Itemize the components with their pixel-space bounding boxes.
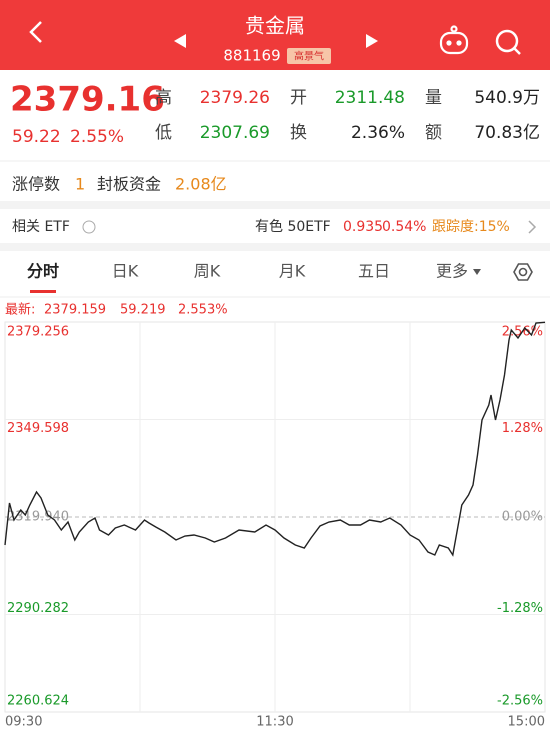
badge-bg [287,48,331,64]
x-tick-label: 09:30 [5,715,42,730]
quote-value: 2311.48 [335,88,405,108]
quote-value: 2379.26 [200,88,270,108]
latest-price: 2379.159 [44,303,106,318]
price-line [4,321,546,557]
tab[interactable]: 周K [194,262,221,281]
tab[interactable]: 五日 [358,262,390,281]
change-pct: 2.55% [70,127,124,147]
y2-tick-label: -2.56% [497,694,543,709]
limit-fund: 2.08亿 [175,175,227,194]
limit-count: 1 [75,175,85,194]
separator [0,243,550,251]
quote-label: 额 [425,123,442,143]
quote-label: 高 [155,88,172,108]
tab[interactable]: 分时 [27,262,59,281]
prev-button[interactable] [174,34,186,48]
y-tick-label: 2379.256 [7,325,69,340]
page-title: 贵金属 [245,14,305,38]
settings-icon[interactable] [513,263,533,281]
etf-label: 相关 ETF [12,219,70,235]
etf-name: 有色 50ETF [255,218,331,235]
badge: 高景气 [294,50,324,63]
quote-label: 量 [425,88,442,108]
tab[interactable]: 月K [279,262,306,281]
separator [0,201,550,209]
y-tick-label: 2260.624 [7,694,69,709]
info-icon[interactable] [82,220,96,234]
latest-label: 最新: [5,302,35,318]
header-bar [0,0,550,70]
x-tick-label: 15:00 [508,715,545,730]
stock-code: 881169 [223,47,280,65]
limit-count-label: 涨停数 [12,175,60,194]
quote-label: 低 [155,123,172,143]
robot-icon[interactable] [439,25,469,55]
etf-price: 0.935 [343,219,383,235]
y2-tick-label: 0.00% [502,510,543,525]
next-button[interactable] [366,34,378,48]
tab-underline [30,290,56,293]
back-button[interactable] [29,21,42,43]
y-tick-label: 2319.940 [7,510,69,525]
quote-value: 540.9万 [474,88,540,108]
price: 2379.16 [10,80,165,120]
search-icon[interactable] [495,29,521,55]
quote-value: 2.36% [351,123,405,143]
quote-value: 2307.69 [200,123,270,143]
quote-label: 开 [290,88,307,108]
change: 59.22 [12,127,61,147]
limit-fund-label: 封板资金 [97,175,161,194]
etf-chevron[interactable] [528,220,537,234]
more-caret[interactable] [473,269,481,275]
quote-label: 换 [290,123,307,143]
y2-tick-label: 1.28% [502,421,543,436]
etf-tracking: 跟踪度:15% [432,219,510,235]
y-tick-label: 2349.598 [7,421,69,436]
etf-pct: 0.54% [382,219,426,235]
y2-tick-label: -1.28% [497,601,543,616]
quote-value: 70.83亿 [474,123,540,143]
x-tick-label: 11:30 [256,715,293,730]
latest-change: 59.219 [120,303,166,318]
y-tick-label: 2290.282 [7,601,69,616]
tab[interactable]: 更多 [436,262,468,281]
tab[interactable]: 日K [112,262,139,281]
latest-pct: 2.553% [178,303,228,318]
